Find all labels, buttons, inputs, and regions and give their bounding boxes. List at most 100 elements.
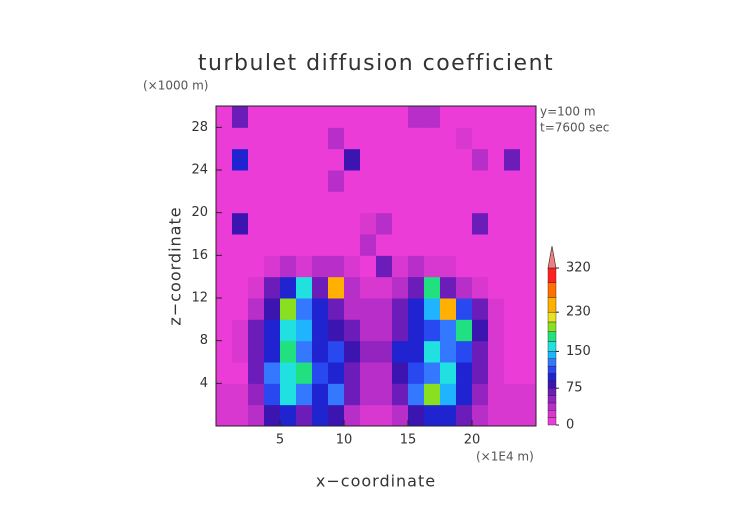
cell	[424, 340, 441, 363]
cell	[264, 106, 281, 128]
cell	[472, 106, 489, 128]
cell	[424, 106, 441, 128]
cell	[392, 170, 409, 192]
cell	[360, 404, 377, 427]
cell	[248, 191, 265, 214]
cell	[440, 276, 457, 299]
cell	[408, 170, 425, 192]
cell	[376, 319, 393, 342]
cell	[456, 234, 473, 256]
cell	[504, 319, 521, 342]
cell	[312, 127, 329, 150]
cell	[296, 234, 313, 256]
cell	[488, 148, 505, 171]
cell	[392, 191, 409, 214]
colorbar-segment	[547, 351, 557, 359]
cell	[376, 362, 393, 384]
cell	[232, 106, 249, 128]
cell	[328, 212, 345, 235]
cell	[216, 212, 233, 235]
cell	[360, 127, 377, 150]
cell	[520, 340, 537, 363]
cell	[328, 276, 345, 299]
cell	[520, 319, 537, 342]
cell	[344, 106, 361, 128]
cell	[392, 404, 409, 427]
cell	[296, 383, 313, 406]
cell	[248, 106, 265, 128]
cell	[376, 127, 393, 150]
cell	[232, 127, 249, 150]
cell	[312, 404, 329, 427]
cell	[456, 255, 473, 278]
cell	[424, 255, 441, 278]
cell	[264, 298, 281, 320]
colorbar-segment	[547, 297, 557, 313]
cell	[424, 383, 441, 406]
y-tick-label: 20	[191, 205, 208, 220]
cell	[264, 255, 281, 278]
cell	[328, 383, 345, 406]
cell	[232, 212, 249, 235]
y-tick-label: 16	[191, 248, 208, 263]
cell	[232, 148, 249, 171]
cell	[488, 234, 505, 256]
cell	[392, 298, 409, 320]
cell	[248, 234, 265, 256]
cell	[392, 319, 409, 342]
x-tick-label: 5	[276, 433, 284, 448]
cell	[360, 148, 377, 171]
cell	[440, 298, 457, 320]
cell	[520, 127, 537, 150]
cell	[248, 404, 265, 427]
cell	[440, 319, 457, 342]
cell	[264, 212, 281, 235]
cell	[456, 127, 473, 150]
cell	[376, 276, 393, 299]
cell	[440, 127, 457, 150]
colorbar-tick-label: 150	[566, 344, 591, 359]
cell	[312, 319, 329, 342]
cell	[248, 298, 265, 320]
cell	[344, 148, 361, 171]
cell	[392, 276, 409, 299]
cell	[264, 404, 281, 427]
colorbar-segment	[547, 358, 557, 367]
cell	[248, 362, 265, 384]
cell	[232, 276, 249, 299]
y-tick-label: 4	[200, 376, 208, 391]
colorbar-segment	[547, 395, 557, 404]
cell	[216, 106, 233, 128]
cell	[216, 340, 233, 363]
cell	[520, 255, 537, 278]
x-tick-label: 15	[400, 433, 417, 448]
cell	[504, 298, 521, 320]
cell	[472, 383, 489, 406]
cell	[520, 276, 537, 299]
cell	[408, 362, 425, 384]
cell	[408, 255, 425, 278]
cell	[344, 298, 361, 320]
colorbar-tick-label: 0	[566, 418, 574, 433]
y-axis-label: z−coordinate	[166, 206, 185, 325]
cell	[408, 191, 425, 214]
cell	[296, 340, 313, 363]
cell	[520, 148, 537, 171]
cell	[472, 276, 489, 299]
cell	[280, 148, 297, 171]
cell	[488, 362, 505, 384]
colorbar-segment	[547, 373, 557, 382]
cell	[296, 255, 313, 278]
cell	[344, 404, 361, 427]
cell	[488, 255, 505, 278]
cell	[520, 383, 537, 406]
colorbar-segment	[547, 267, 557, 283]
cell	[392, 212, 409, 235]
cell	[344, 212, 361, 235]
cell	[280, 191, 297, 214]
cell	[248, 255, 265, 278]
cell	[440, 234, 457, 256]
cell	[392, 106, 409, 128]
cell	[344, 362, 361, 384]
cell	[232, 170, 249, 192]
